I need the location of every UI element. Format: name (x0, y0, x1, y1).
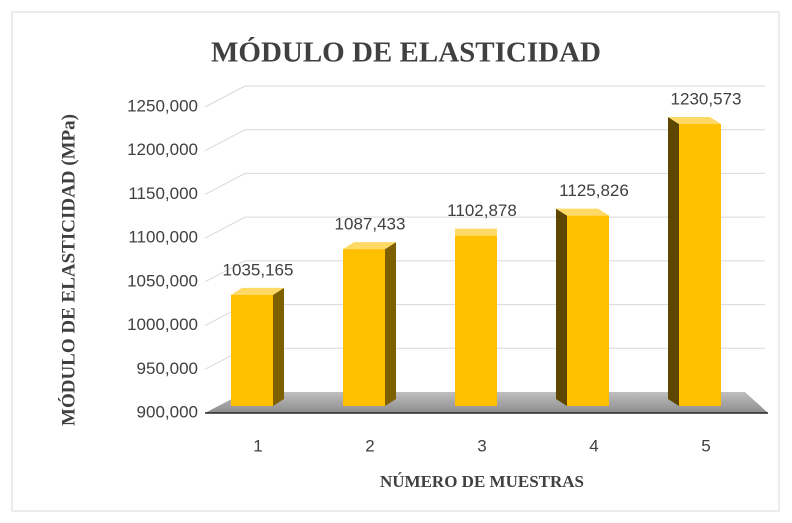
bar-face (668, 116, 721, 124)
bar-face (679, 123, 721, 407)
y-tick-label: 1150,000 (128, 184, 198, 203)
grid-line (204, 85, 765, 108)
x-tick-label: 3 (477, 436, 486, 455)
bar-face (556, 208, 567, 406)
bar-face (273, 287, 284, 406)
value-label: 1125,826 (559, 181, 629, 200)
bar-face (231, 294, 273, 406)
bar-face (556, 208, 609, 216)
bar (231, 287, 284, 406)
y-tick-label: 1200,000 (127, 140, 198, 159)
bar-face (455, 228, 497, 236)
y-tick-label: 1250,000 (127, 96, 198, 115)
x-tick-label: 2 (365, 436, 374, 455)
value-label: 1102,878 (447, 201, 517, 220)
bar-face (455, 235, 497, 406)
x-tick-label: 4 (589, 436, 598, 455)
bar (668, 116, 721, 407)
bar (343, 242, 396, 406)
bar-face (385, 242, 396, 406)
y-axis-title: MÓDULO DE ELASTICIDAD (MPa) (57, 114, 79, 426)
x-tick-label: 5 (701, 436, 710, 455)
bar-face (231, 287, 284, 295)
bar-face (343, 242, 396, 250)
value-label: 1087,433 (335, 215, 406, 234)
bar-face (567, 215, 609, 406)
bar-face (343, 249, 385, 406)
x-tick-label: 1 (253, 436, 262, 455)
bar (455, 228, 497, 406)
bar (556, 208, 609, 406)
value-label: 1035,165 (223, 260, 294, 279)
grid-line (204, 129, 765, 152)
chart-title: MÓDULO DE ELASTICIDAD (211, 36, 601, 69)
y-tick-label: 1050,000 (127, 271, 198, 290)
value-label: 1230,573 (671, 89, 742, 108)
y-tick-label: 1100,000 (128, 228, 198, 247)
bar-face (668, 116, 679, 407)
y-tick-label: 950,000 (137, 359, 198, 378)
x-axis-title: NÚMERO DE MUESTRAS (380, 472, 584, 491)
grid-line (204, 172, 765, 195)
y-tick-label: 1000,000 (127, 315, 198, 334)
y-tick-label: 900,000 (137, 402, 198, 421)
